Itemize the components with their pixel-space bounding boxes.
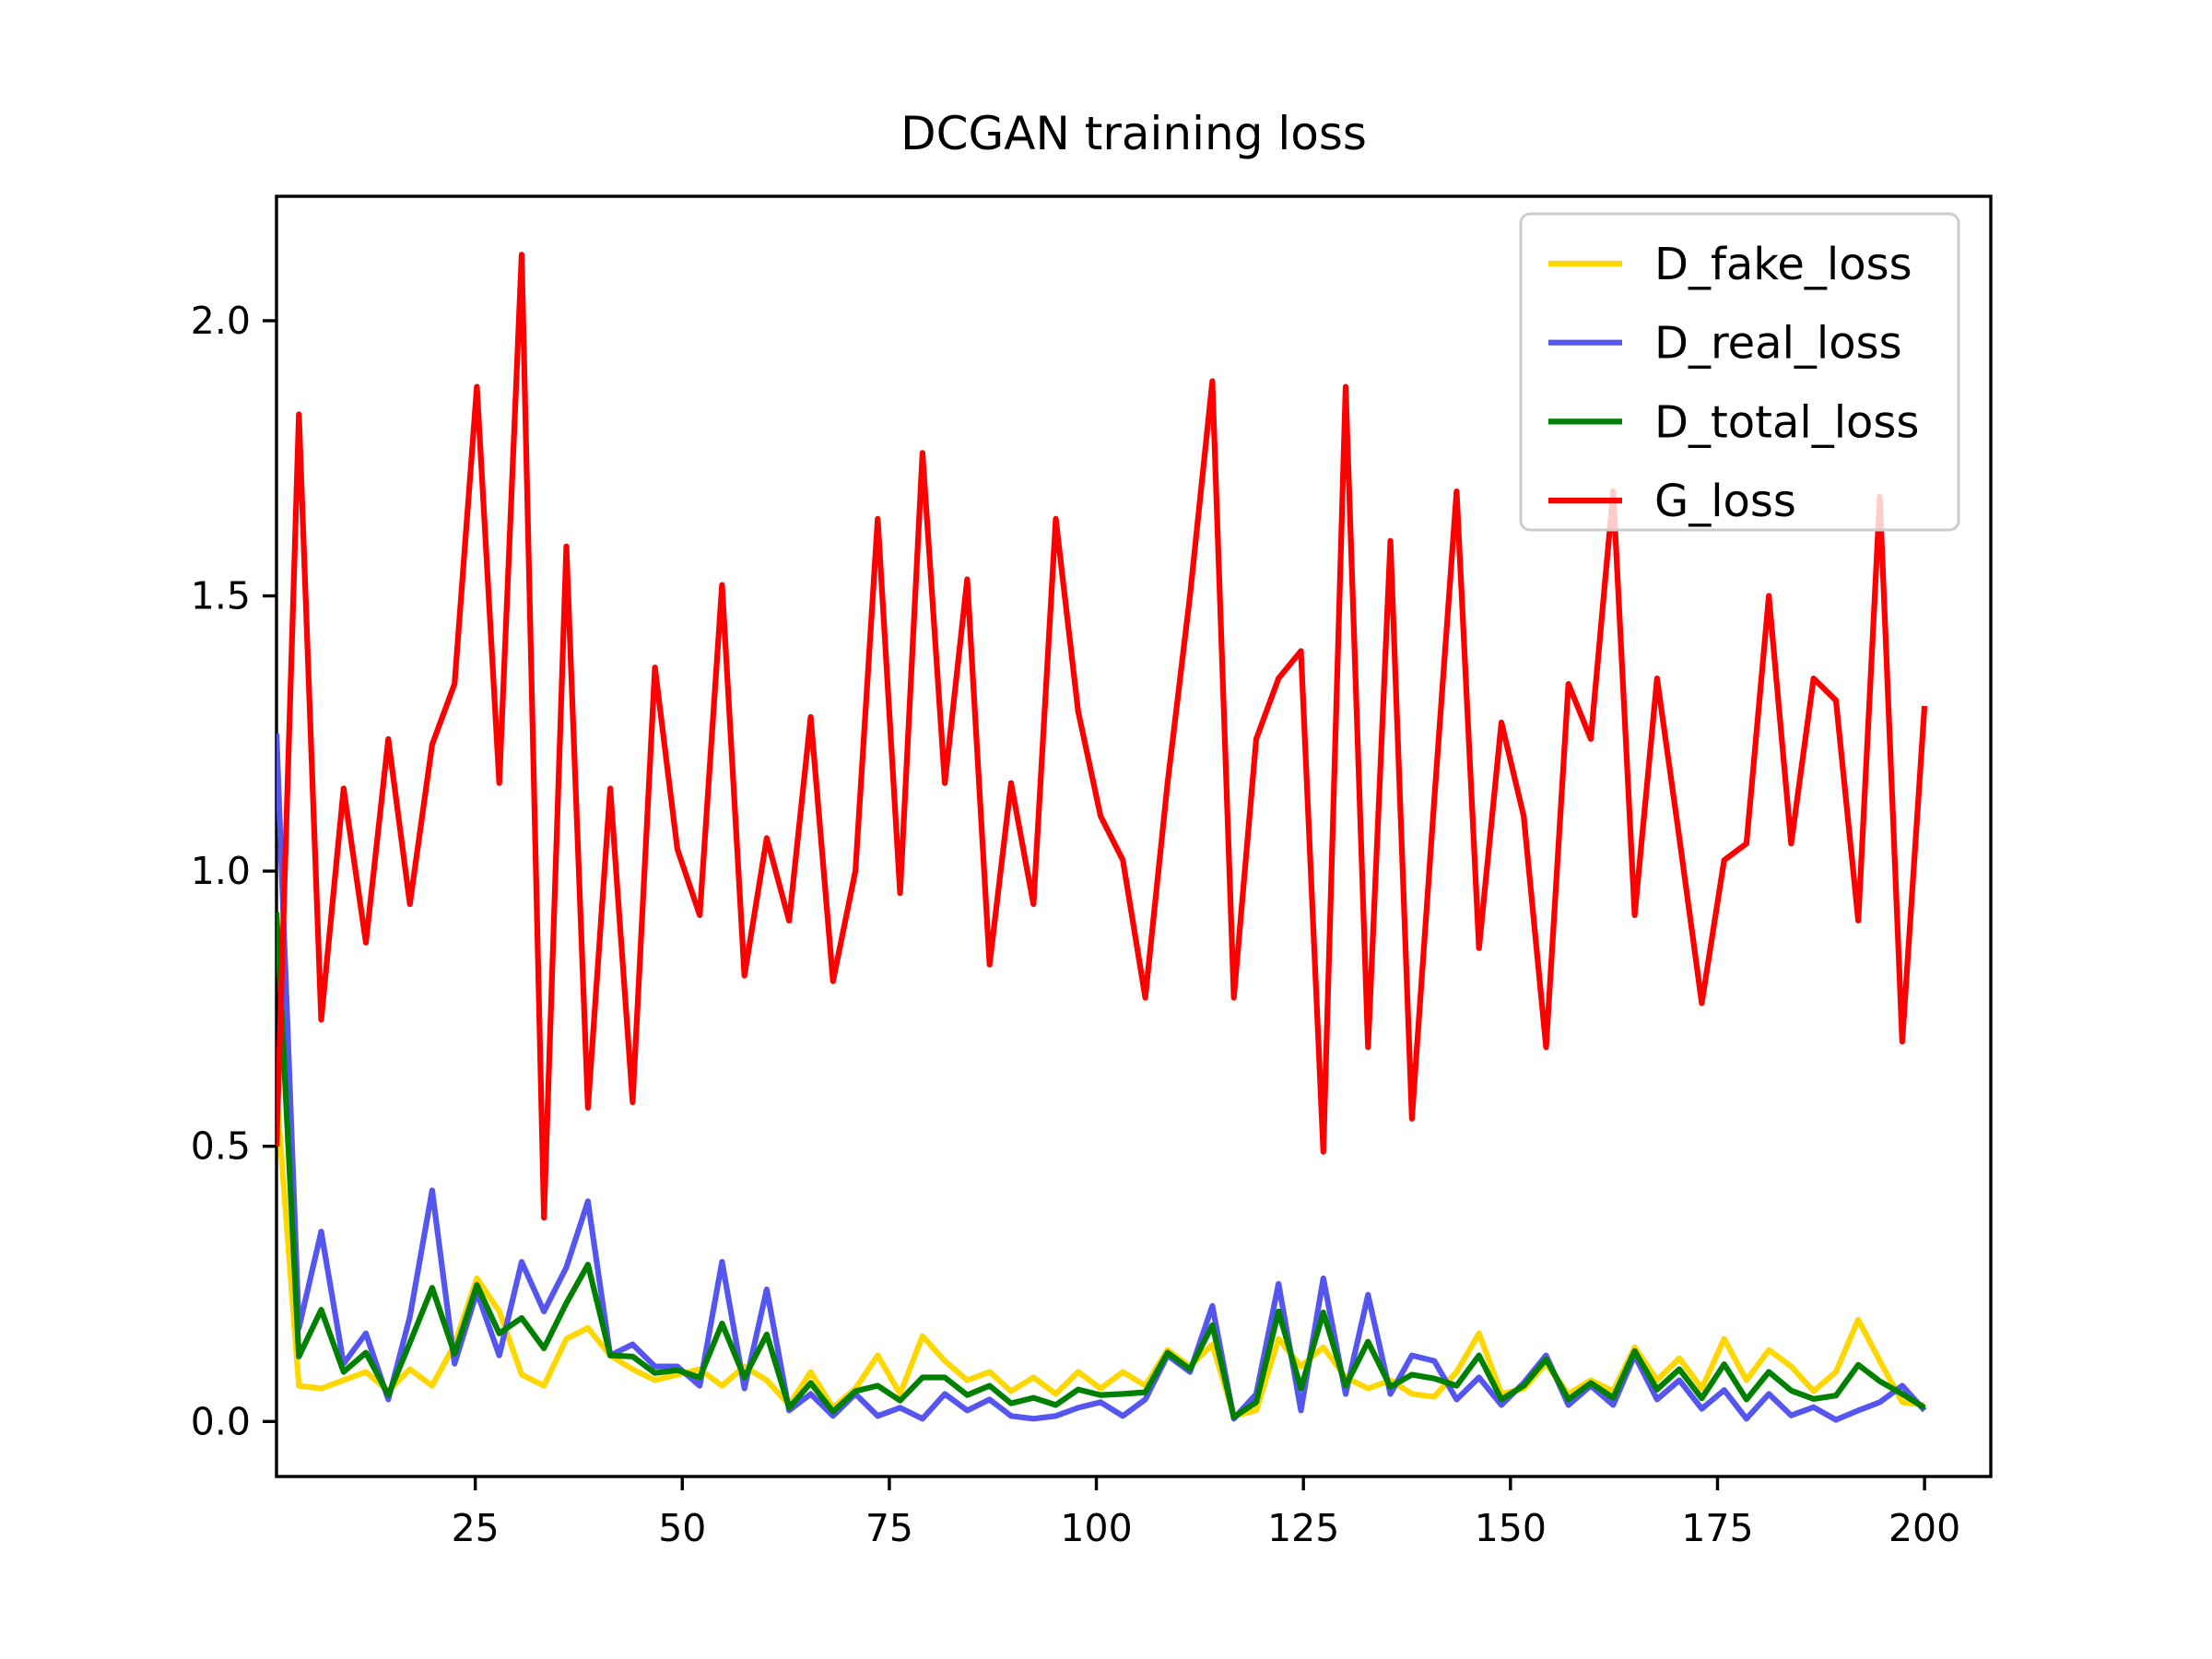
- y-tick-label: 0.5: [191, 1124, 251, 1169]
- x-tick-label: 50: [658, 1506, 706, 1550]
- x-tick-label: 200: [1888, 1506, 1960, 1550]
- legend-box: [1519, 212, 1960, 532]
- x-tick-label: 75: [865, 1506, 913, 1550]
- y-tick-label: 2.0: [191, 299, 251, 343]
- series-line-D_total_loss: [276, 912, 1926, 1420]
- legend-label-D_total_loss: D_total_loss: [1654, 396, 1919, 448]
- x-tick-label: 25: [452, 1506, 500, 1550]
- legend-label-G_loss: G_loss: [1654, 476, 1796, 527]
- axes-layer: 25 50 75 100 125 150 175 200 0.0 0.5 1.0 1.5 2.0: [191, 194, 1993, 1550]
- y-tick-label: 1.5: [191, 574, 251, 618]
- x-tick-label: 150: [1475, 1506, 1547, 1550]
- x-tick-label: 100: [1060, 1506, 1132, 1550]
- series-line-D_fake_loss: [276, 1090, 1925, 1419]
- series-line-D_real_loss: [276, 733, 1927, 1423]
- series-layer: [276, 252, 1928, 1423]
- series-line-G_loss: [276, 252, 1928, 1221]
- x-tick-label: 175: [1681, 1506, 1753, 1550]
- plot-border: [275, 194, 1993, 1478]
- legend-label-D_fake_loss: D_fake_loss: [1654, 239, 1912, 290]
- y-tick-label: 1.0: [191, 849, 251, 893]
- legend-label-D_real_loss: D_real_loss: [1654, 318, 1902, 370]
- legend: D_fake_loss D_real_loss D_total_loss G_loss: [1519, 212, 1960, 532]
- y-tick-label: 0.0: [191, 1399, 251, 1443]
- x-tick-label: 125: [1267, 1506, 1339, 1550]
- chart-title: DCGAN training loss: [900, 107, 1367, 160]
